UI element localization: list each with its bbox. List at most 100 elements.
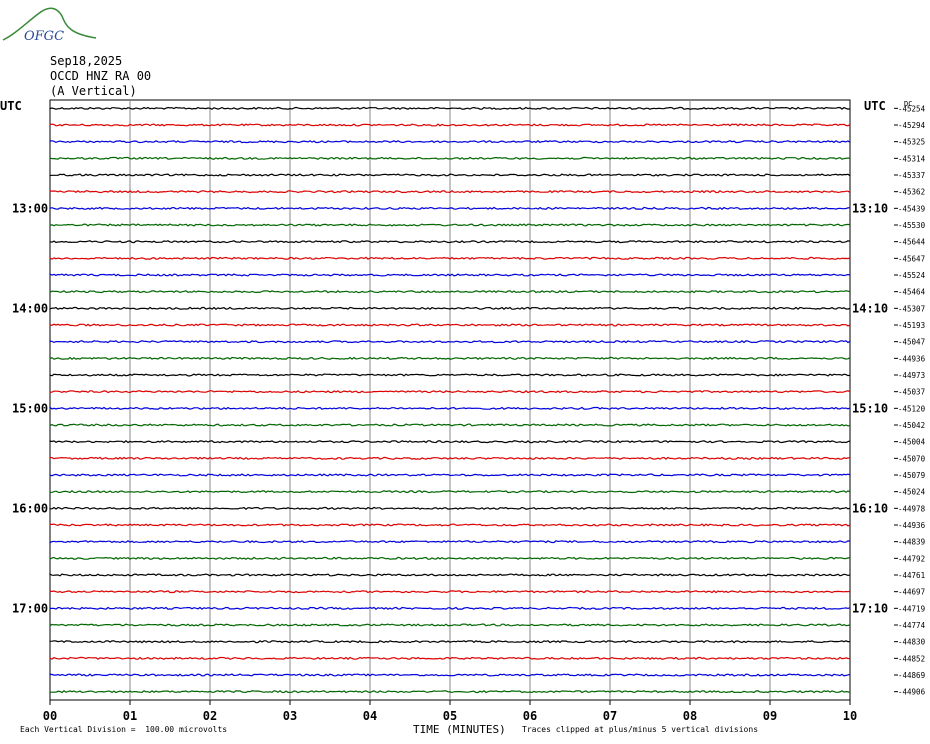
dc-offset-32: -44830	[898, 638, 926, 647]
trace-8	[49, 240, 851, 244]
trace-7	[49, 223, 851, 227]
dc-offset-27: -44792	[898, 554, 925, 563]
x-tick-label-4: 04	[363, 709, 377, 723]
date-label: Sep18,2025	[50, 54, 123, 68]
dc-offset-26: -44839	[898, 538, 925, 547]
right-time-label-4: 17:10	[852, 601, 888, 615]
left-time-label-4: 17:00	[12, 601, 48, 615]
logo-text: OFGC	[24, 29, 64, 44]
trace-16	[49, 373, 851, 377]
dc-column-header: DC	[904, 100, 912, 108]
component-label: (A Vertical)	[50, 84, 137, 98]
logo-swoosh	[2, 7, 97, 41]
trace-34	[49, 673, 851, 677]
trace-9	[49, 256, 851, 260]
trace-27	[49, 556, 851, 561]
trace-12	[49, 306, 851, 310]
trace-10	[49, 273, 851, 277]
trace-23	[49, 490, 851, 494]
dc-offset-23: -45024	[898, 488, 926, 497]
dc-offset-labels: -45254 -45294 -45325 -45314 -45337 -45362 -454…	[894, 104, 926, 697]
dc-offset-4: -45337	[898, 171, 925, 180]
dc-offset-13: -45193	[898, 321, 925, 330]
trace-18	[49, 406, 851, 410]
dc-offset-8: -45644	[898, 238, 926, 247]
dc-offset-19: -45042	[898, 421, 925, 430]
x-tick-label-6: 06	[523, 709, 537, 723]
trace-17	[49, 390, 851, 394]
dc-offset-11: -45464	[898, 288, 926, 297]
dc-offset-24: -44978	[898, 504, 926, 513]
dc-offset-34: -44869	[898, 671, 925, 680]
scale-note: Each Vertical Division = 100.00 microvol…	[20, 725, 228, 734]
vertical-gridlines	[129, 100, 771, 700]
left-time-labels: 13:00 14:00 15:00 16:00 17:00	[12, 201, 48, 615]
clip-note: Traces clipped at plus/minus 5 vertical …	[522, 725, 759, 734]
trace-19	[49, 423, 851, 427]
right-time-label-2: 15:10	[852, 401, 888, 415]
dc-offset-20: -45004	[898, 438, 926, 447]
x-tick-label-2: 02	[203, 709, 217, 723]
x-tick-label-1: 01	[123, 709, 137, 723]
trace-32	[49, 640, 851, 644]
dc-offset-28: -44761	[898, 571, 925, 580]
dc-offset-5: -45362	[898, 188, 925, 197]
dc-offset-15: -44936	[898, 354, 926, 363]
dc-offset-35: -44906	[898, 688, 926, 697]
left-time-label-2: 15:00	[12, 401, 48, 415]
x-axis-label: TIME (MINUTES)	[413, 723, 506, 736]
dc-offset-22: -45079	[898, 471, 925, 480]
dc-offset-3: -45314	[898, 154, 926, 163]
trace-0	[49, 106, 851, 110]
trace-25	[49, 523, 851, 527]
x-tick-label-9: 09	[763, 709, 777, 723]
trace-26	[49, 540, 851, 544]
trace-14	[49, 340, 851, 344]
dc-offset-18: -45120	[898, 404, 926, 413]
dc-offset-31: -44774	[898, 621, 926, 630]
left-time-label-3: 16:00	[12, 501, 48, 515]
x-tick-label-7: 07	[603, 709, 617, 723]
dc-offset-12: -45307	[898, 304, 925, 313]
x-tick-label-10: 10	[843, 709, 857, 723]
trace-29	[49, 590, 851, 594]
x-axis-ticks: 00 01 02 03 04 05 06 07 08 09 10	[43, 700, 857, 723]
left-time-label-0: 13:00	[12, 201, 48, 215]
left-time-label-1: 14:00	[12, 301, 48, 315]
trace-28	[49, 573, 851, 577]
dc-offset-2: -45325	[898, 138, 925, 147]
dc-offset-9: -45647	[898, 254, 925, 263]
trace-31	[49, 623, 851, 628]
right-time-labels: 13:10 14:10 15:10 16:10 17:10	[852, 201, 888, 615]
dc-offset-16: -44973	[898, 371, 925, 380]
x-tick-label-5: 05	[443, 709, 457, 723]
trace-24	[49, 506, 851, 510]
dc-offset-10: -45524	[898, 271, 926, 280]
trace-6	[49, 206, 851, 210]
dc-offset-14: -45047	[898, 338, 925, 347]
trace-33	[49, 656, 851, 660]
trace-35	[49, 690, 851, 694]
dc-offset-25: -44936	[898, 521, 926, 530]
dc-offset-1: -45294	[898, 121, 926, 130]
dc-offset-29: -44697	[898, 588, 925, 597]
dc-offset-7: -45530	[898, 221, 926, 230]
dc-offset-0: -45254	[898, 104, 926, 113]
x-tick-label-0: 00	[43, 709, 57, 723]
trace-13	[49, 323, 851, 327]
dc-offset-6: -45439	[898, 204, 925, 213]
dc-offset-33: -44852	[898, 654, 925, 663]
trace-22	[49, 473, 851, 477]
trace-15	[49, 356, 851, 360]
traces	[49, 106, 851, 694]
right-time-label-0: 13:10	[852, 201, 888, 215]
dc-offset-30: -44719	[898, 604, 925, 613]
trace-3	[49, 156, 851, 160]
station-label: OCCD HNZ RA 00	[50, 69, 152, 83]
trace-20	[49, 440, 851, 444]
dc-offset-21: -45070	[898, 454, 926, 463]
trace-2	[49, 140, 851, 144]
trace-21	[49, 456, 850, 460]
logo: OFGC	[2, 7, 97, 44]
